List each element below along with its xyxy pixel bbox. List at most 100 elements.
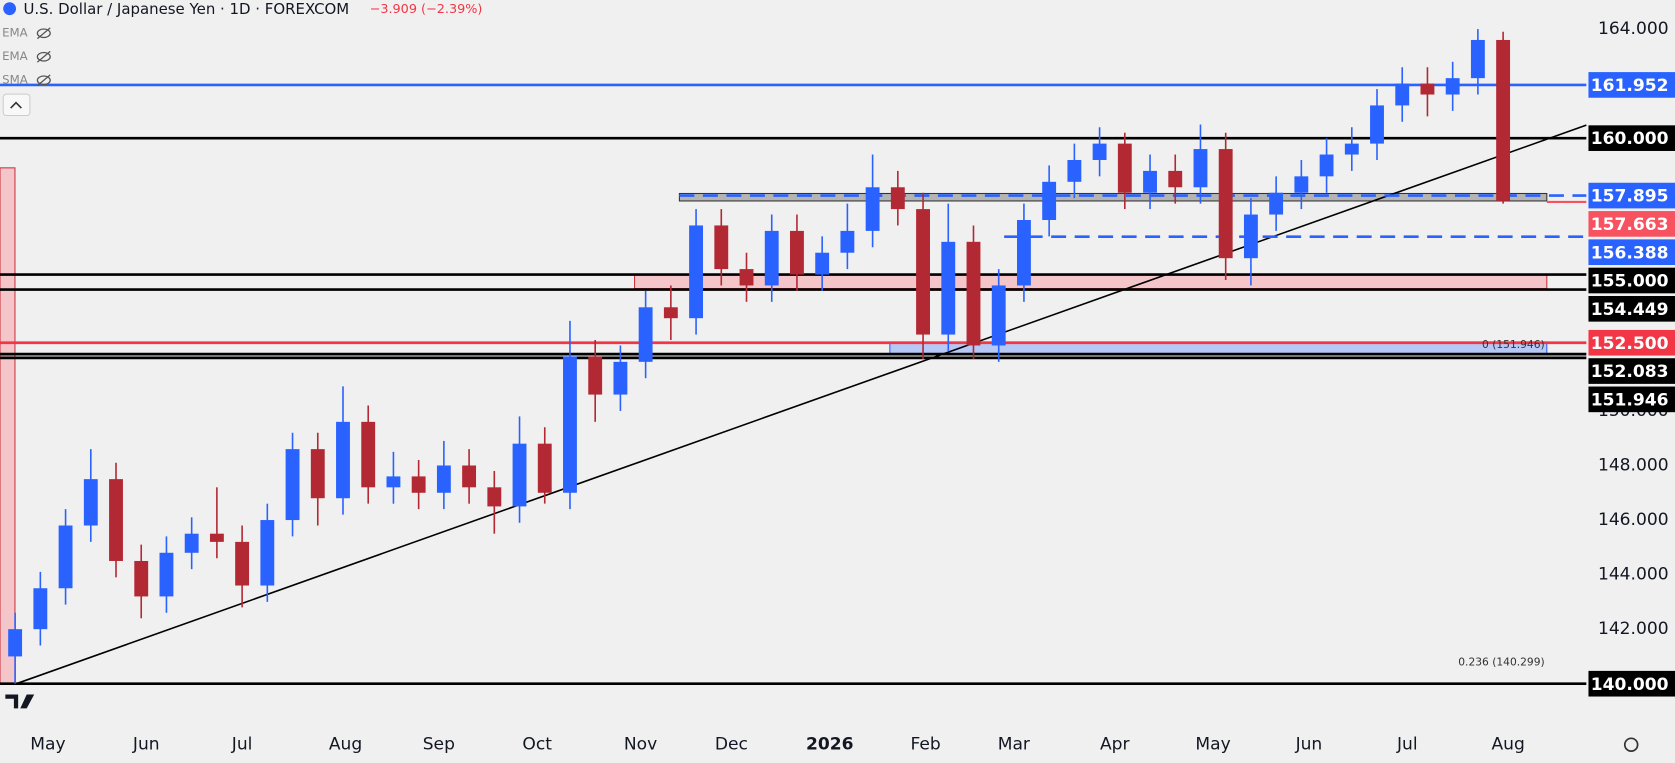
price-label: 161.952 <box>1591 76 1669 96</box>
candle-body <box>739 269 754 286</box>
collapse-icon <box>10 101 22 109</box>
y-tick-label: 146.000 <box>1598 510 1669 530</box>
price-label-box <box>1588 125 1675 151</box>
indicator-label: SMA <box>2 73 28 87</box>
candle-body <box>966 241 981 346</box>
left-zone <box>0 167 16 685</box>
candle-body <box>134 560 149 597</box>
candle-body <box>1496 39 1511 201</box>
candle-body <box>1445 78 1460 95</box>
price-label: 151.946 <box>1591 390 1669 410</box>
candle-body <box>411 476 426 493</box>
candle-body <box>714 225 729 270</box>
x-tick-label: May <box>30 735 65 755</box>
price-label: 152.083 <box>1591 362 1669 382</box>
price-label-box <box>1588 239 1675 266</box>
collapse-button[interactable] <box>2 93 31 117</box>
candle-body <box>436 465 451 493</box>
indicator-label: EMA <box>2 49 28 63</box>
x-tick-label: Aug <box>1491 735 1524 755</box>
candle-body <box>487 487 502 507</box>
candle-body <box>512 443 527 507</box>
candle-body <box>588 356 603 395</box>
y-tick-label: 148.000 <box>1598 455 1669 475</box>
y-tick-label: 142.000 <box>1598 619 1669 639</box>
candle-body <box>1269 192 1284 215</box>
candle-body <box>285 449 300 521</box>
price-label: 157.895 <box>1591 187 1669 207</box>
candle-body <box>537 443 552 493</box>
candle-body <box>83 479 98 526</box>
x-tick-label: May <box>1195 735 1230 755</box>
price-label-box <box>1588 295 1675 322</box>
price-label: 154.449 <box>1591 300 1669 320</box>
tv-logo <box>5 694 35 709</box>
candle-body <box>1117 143 1132 193</box>
candle-body <box>1344 143 1359 155</box>
fib-label: 0.236 (140.299) <box>1458 656 1544 669</box>
candle-body <box>840 230 855 253</box>
candle-body <box>916 209 930 335</box>
price-label: 160.000 <box>1591 129 1669 149</box>
candle-body <box>235 541 250 586</box>
price-change: −3.909 (−2.39%) <box>370 2 483 17</box>
candle-body <box>1420 83 1435 95</box>
candle-body <box>613 361 628 395</box>
candle-body <box>260 520 275 586</box>
x-tick-label: Jun <box>132 735 160 755</box>
candle-body <box>815 252 830 275</box>
x-tick-label: Jun <box>1295 735 1323 755</box>
candle-body <box>991 285 1006 346</box>
candle-body <box>890 187 905 210</box>
x-tick-label: Oct <box>522 735 552 755</box>
flag-icon <box>3 2 17 16</box>
candle-body <box>462 465 477 488</box>
support-zone <box>678 192 1548 202</box>
price-label-box <box>1588 329 1675 356</box>
y-tick-label: 144.000 <box>1598 565 1669 585</box>
candle-body <box>689 225 704 319</box>
candle-body <box>386 476 401 488</box>
settings-icon[interactable] <box>1623 737 1639 752</box>
candle-body <box>638 307 653 362</box>
price-label-box <box>1588 267 1675 294</box>
price-label: 155.000 <box>1591 272 1669 292</box>
plot-layer: 0.236 (140.299) 0 (151.946) <box>0 29 1587 686</box>
candle-body <box>1143 170 1157 193</box>
x-tick-label: Mar <box>998 735 1031 755</box>
candle-body <box>663 307 678 319</box>
price-label: 140.000 <box>1591 675 1669 695</box>
candle-body <box>209 533 224 542</box>
y-tick-label: 164.000 <box>1598 19 1669 39</box>
candle-body <box>33 588 48 630</box>
x-tick-label: Jul <box>1396 735 1418 755</box>
price-label-box <box>1588 72 1675 98</box>
price-label: 156.388 <box>1591 243 1669 263</box>
candle-body <box>159 552 174 597</box>
candle-body <box>1218 149 1233 259</box>
indicator-label: EMA <box>2 26 28 40</box>
candle-body <box>1243 214 1258 259</box>
candle-body <box>1319 154 1334 177</box>
x-tick-label: Feb <box>910 735 940 755</box>
x-tick-label: Apr <box>1100 735 1131 755</box>
symbol-title: U.S. Dollar / Japanese Yen · 1D · FOREXC… <box>24 0 350 18</box>
price-label-box <box>1588 670 1675 697</box>
x-tick-label: Dec <box>715 735 748 755</box>
candle-body <box>310 449 325 499</box>
candle-body <box>336 421 350 499</box>
candle-body <box>563 356 577 493</box>
candle-body <box>764 230 779 286</box>
x-tick-label: Aug <box>329 735 362 755</box>
candle-body <box>790 230 804 275</box>
x-tick-label: 2026 <box>806 735 854 755</box>
candle-body <box>1067 159 1082 182</box>
candle-body <box>184 533 199 553</box>
candle-body <box>1294 176 1309 193</box>
price-label-box <box>1588 358 1675 384</box>
candle-body <box>109 479 123 561</box>
hide-icons[interactable] <box>36 27 51 87</box>
candle-body <box>361 421 376 488</box>
